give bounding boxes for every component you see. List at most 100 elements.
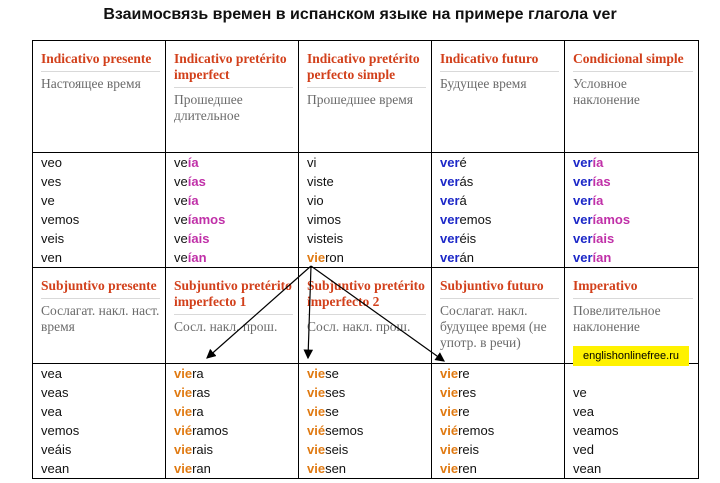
verb-form-part: vie xyxy=(307,404,326,419)
verb-form: veréis xyxy=(440,229,564,248)
verb-form-part: ren xyxy=(458,461,477,476)
forms-cell: viere vieres viere viéremos viereis vieren xyxy=(431,363,565,479)
forms-cell: vi viste vio vimos visteis vieron xyxy=(298,152,432,268)
verb-form: veamos xyxy=(573,421,698,440)
verb-form: ved xyxy=(573,440,698,459)
verb-form-part: vio xyxy=(307,193,324,208)
forms-cell: veré verás verá veremos veréis verán xyxy=(431,152,565,268)
verb-form: vemos xyxy=(41,210,165,229)
header-title: Indicativo pretérito imperfect xyxy=(174,51,293,88)
verb-form-part: á xyxy=(459,193,467,208)
header-title: Condicional simple xyxy=(573,51,693,72)
verb-form-part: vié xyxy=(440,423,459,438)
verb-form-part: é xyxy=(459,155,467,170)
header-cell-subjuntivo-presente: Subjuntivo presente Сослагат. накл. наст… xyxy=(32,267,166,364)
verb-form-part: vie xyxy=(440,366,459,381)
header-cell-indicativo-presente: Indicativo presente Настоящее время xyxy=(32,40,166,153)
verb-form: vieses xyxy=(307,383,431,402)
verb-form-part: íais xyxy=(187,231,210,246)
header-subtitle: Повелительное наклонение xyxy=(573,303,661,334)
verb-form-part: vie xyxy=(307,366,326,381)
verb-form: viera xyxy=(174,402,298,421)
verb-form: vería xyxy=(573,191,698,210)
verb-form-part: ras xyxy=(192,385,211,400)
verb-form: visteis xyxy=(307,229,431,248)
verb-form: veríais xyxy=(573,229,698,248)
verb-form: viste xyxy=(307,172,431,191)
verb-form-part: vean xyxy=(573,461,602,476)
verb-form-part: veamos xyxy=(573,423,619,438)
verb-form: vean xyxy=(573,459,698,478)
conjugation-table: Indicativo presente Настоящее время Indi… xyxy=(32,40,699,479)
verb-form-part: vie xyxy=(174,385,193,400)
verb-form-part: ven xyxy=(41,250,62,265)
header-title: Subjuntivo futuro xyxy=(440,278,559,299)
verb-form-part: vea xyxy=(41,366,62,381)
watermark-link[interactable]: englishonlinefree.ru xyxy=(573,346,689,366)
header-subtitle: Будущее время xyxy=(440,76,527,91)
verb-form-part: emos xyxy=(459,212,492,227)
verb-form-part: vean xyxy=(41,461,70,476)
verb-form-part: vemos xyxy=(41,212,80,227)
verb-form-part: remos xyxy=(458,423,495,438)
verb-form-part: ve xyxy=(174,193,188,208)
verb-form-part: vie xyxy=(174,442,193,457)
verb-form-part: ve xyxy=(174,174,188,189)
header-title: Subjuntivo pretérito imperfecto 1 xyxy=(174,278,293,315)
forms-cell: ve vea veamos ved vean xyxy=(564,363,699,479)
verb-form: viéramos xyxy=(174,421,298,440)
header-cell-indicativo-imperfect: Indicativo pretérito imperfect Прошедшее… xyxy=(165,40,299,153)
verb-form: viereis xyxy=(440,440,564,459)
verb-form-part: ver xyxy=(573,250,593,265)
verb-form: ven xyxy=(41,248,165,267)
verb-form: viésemos xyxy=(307,421,431,440)
verb-form: vea xyxy=(41,402,165,421)
verb-form-part: vie xyxy=(307,461,326,476)
page-title: Взаимосвязь времен в испанском языке на … xyxy=(103,6,617,23)
verb-form-part: veáis xyxy=(41,442,72,457)
verb-form-part: án xyxy=(459,250,474,265)
verb-form-part: ver xyxy=(573,212,593,227)
verb-form-part: vea xyxy=(41,404,62,419)
header-subtitle: Сослагат. накл. будущее время (не употр.… xyxy=(440,303,547,350)
forms-cell: vería verías vería veríamos veríais verían xyxy=(564,152,699,268)
verb-form: vería xyxy=(573,153,698,172)
verb-form-part: vemos xyxy=(41,423,80,438)
verb-form-part: res xyxy=(458,385,477,400)
verb-form-part: ra xyxy=(192,404,204,419)
header-title: Subjuntivo pretérito imperfecto 2 xyxy=(307,278,426,315)
verb-form: veré xyxy=(440,153,564,172)
verb-form: vea xyxy=(573,402,698,421)
verb-form-part: ver xyxy=(573,231,593,246)
verb-form: vimos xyxy=(307,210,431,229)
verb-form-part: re xyxy=(458,366,470,381)
verb-form-part: ved xyxy=(573,442,594,457)
verb-form: vean xyxy=(41,459,165,478)
header-title: Imperativo xyxy=(573,278,693,299)
verb-form-part: éis xyxy=(459,231,477,246)
header-subtitle: Настоящее время xyxy=(41,76,141,91)
verb-form-part: veis xyxy=(41,231,65,246)
header-subtitle: Прошедшее время xyxy=(307,92,413,107)
verb-form: veas xyxy=(41,383,165,402)
verb-form-part: ver xyxy=(440,193,460,208)
verb-form: veían xyxy=(174,248,298,267)
top-forms-row: veo ves ve vemos veis ven veía veías veía veíamo… xyxy=(32,152,699,268)
verb-form: vio xyxy=(307,191,431,210)
verb-form: vieseis xyxy=(307,440,431,459)
verb-form: vieron xyxy=(307,248,431,267)
header-subtitle: Условное наклонение xyxy=(573,76,640,107)
verb-form-part: se xyxy=(325,366,339,381)
verb-form: ve xyxy=(573,383,698,402)
verb-form: ve xyxy=(41,191,165,210)
verb-form-part: vié xyxy=(307,423,326,438)
verb-form-part: veas xyxy=(41,385,69,400)
verb-form xyxy=(573,364,698,383)
verb-form-part: vie xyxy=(307,385,326,400)
verb-form: vieren xyxy=(440,459,564,478)
verb-form: verás xyxy=(440,172,564,191)
verb-form-part: vié xyxy=(174,423,193,438)
header-cell-indicativo-perfecto-simple: Indicativo pretérito perfecto simple Про… xyxy=(298,40,432,153)
verb-form: veríamos xyxy=(573,210,698,229)
verb-form-part: vie xyxy=(174,461,193,476)
